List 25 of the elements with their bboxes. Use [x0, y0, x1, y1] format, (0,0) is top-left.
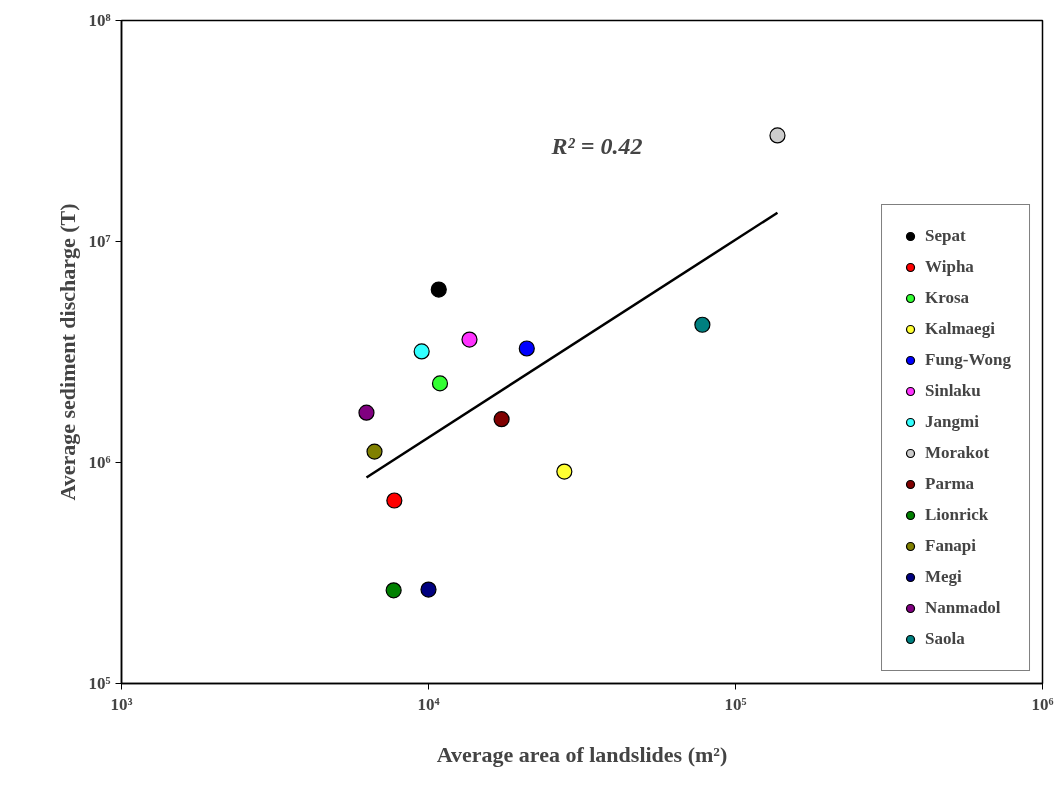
legend-label: Lionrick — [925, 504, 989, 526]
y-tick-label: 10⁷ — [88, 232, 111, 251]
x-tick-label: 10⁶ — [1031, 694, 1054, 714]
legend-label: Nanmadol — [925, 597, 1001, 619]
legend-label: Saola — [925, 628, 965, 650]
legend-label: Fanapi — [925, 535, 977, 557]
legend-label: Morakot — [925, 442, 990, 464]
legend-label: Krosa — [925, 287, 970, 309]
x-tick-label: 10³ — [110, 694, 133, 714]
x-axis-title: Average area of landslides (m²) — [436, 741, 728, 767]
annotation: R² = 0.42 — [550, 132, 643, 159]
y-axis-title: Average sediment discharge (T) — [55, 203, 81, 501]
legend-label: Sinlaku — [925, 380, 981, 402]
legend-label: Sepat — [925, 225, 966, 247]
legend-label: Jangmi — [925, 411, 979, 433]
y-tick-label: 10⁶ — [88, 453, 111, 472]
y-tick-label: 10⁵ — [88, 674, 111, 693]
legend-label: Megi — [925, 566, 962, 588]
x-tick-label: 10⁵ — [724, 694, 747, 714]
legend-label: Parma — [925, 473, 975, 495]
legend-label: Fung-Wong — [925, 349, 1011, 371]
x-tick-label: 10⁴ — [417, 694, 440, 714]
legend-label: Wipha — [925, 256, 974, 278]
y-tick-label: 10⁸ — [88, 11, 111, 30]
legend-label: Kalmaegi — [925, 318, 995, 340]
